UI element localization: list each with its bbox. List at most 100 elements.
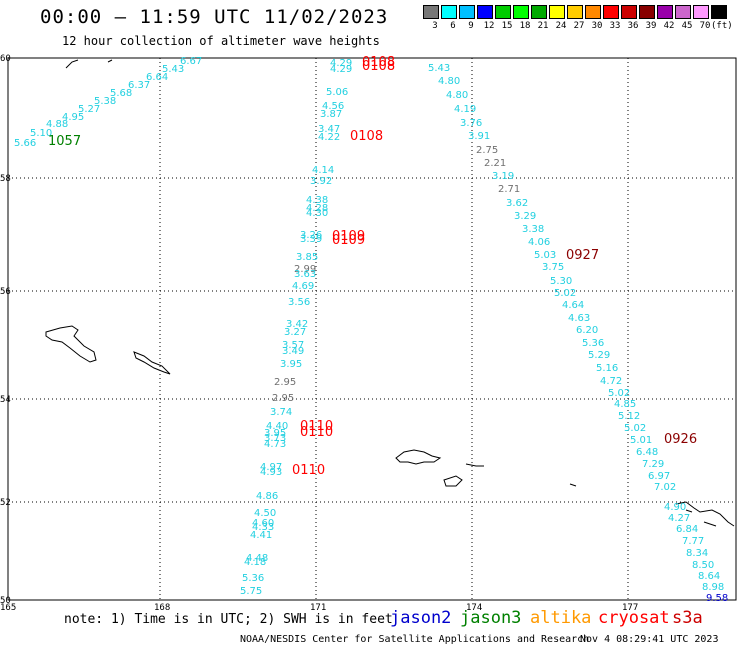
legend-label: 42: [663, 21, 675, 31]
wave-height-label: 6.37: [128, 80, 150, 91]
wave-height-label: 2.75: [476, 145, 498, 156]
wave-height-label: 5.36: [582, 338, 604, 349]
legend-swatch: [423, 5, 439, 19]
wave-height-label: 4.50: [254, 508, 276, 519]
wave-height-label: 3.75: [542, 262, 564, 273]
wave-height-label: 6.97: [648, 471, 670, 482]
wave-height-label: 3.42: [286, 319, 308, 330]
wave-height-label: 3.76: [460, 118, 482, 129]
legend-swatch: [459, 5, 475, 19]
wave-height-label: 3.91: [468, 131, 490, 142]
wave-height-label: 4.14: [312, 165, 334, 176]
wave-height-label: 4.69: [292, 281, 314, 292]
wave-height-label: 5.75: [240, 586, 262, 597]
wave-height-label: 6.20: [576, 325, 598, 336]
wave-height-label: 5.16: [596, 363, 618, 374]
lon-label-174: 174: [466, 603, 482, 613]
wave-height-label: 5.10: [30, 128, 52, 139]
legend-swatch: [711, 5, 727, 19]
legend-swatch: [495, 5, 511, 19]
axis-labels: 60 58 56 54 52 50 165 168 171 174 177: [0, 54, 638, 613]
wave-height-label: 6.84: [676, 524, 698, 535]
legend-swatch: [477, 5, 493, 19]
legend-swatch: [603, 5, 619, 19]
legend-label: 24: [555, 21, 567, 31]
graticule: [8, 58, 736, 600]
legend-label: 3: [432, 21, 438, 31]
legend-swatch: [693, 5, 709, 19]
wave-height-label: 6.64: [146, 72, 168, 83]
wave-height-label: 4.40: [266, 421, 288, 432]
island-kiska: [133, 351, 171, 375]
lon-label-171: 171: [310, 603, 326, 613]
wave-height-label: 4.93: [260, 467, 282, 478]
wave-height-label: 3.26: [300, 230, 322, 241]
wave-height-label: 2.21: [484, 158, 506, 169]
wave-height-label: 2.99: [294, 264, 316, 275]
wave-height-label: 3.47: [318, 124, 340, 135]
wave-height-label: 4.38: [306, 195, 328, 206]
lon-label-177: 177: [622, 603, 638, 613]
wave-height-label: 3.19: [492, 171, 514, 182]
lat-label-54: 54: [0, 395, 11, 405]
legend-swatch: [513, 5, 529, 19]
legend-swatch: [639, 5, 655, 19]
legend-label: 12: [483, 21, 495, 31]
wave-height-label: 4.86: [256, 491, 278, 502]
wave-height-label: 8.98: [702, 582, 724, 593]
wave-height-label: 3.62: [506, 198, 528, 209]
wave-height-label: 4.18: [244, 557, 266, 568]
wave-height-label: 3.29: [514, 211, 536, 222]
legend-swatch: [675, 5, 691, 19]
lat-label-52: 52: [0, 498, 11, 508]
legend-label: 18: [519, 21, 531, 31]
wave-height-label: 5.29: [588, 350, 610, 361]
wave-height-label: 5.68: [110, 88, 132, 99]
legend-label: 9: [468, 21, 474, 31]
wave-height-label: 7.29: [642, 459, 664, 470]
lon-label-168: 168: [154, 603, 170, 613]
sat-jason3: jason3: [460, 608, 522, 628]
lat-label-60: 60: [0, 54, 11, 64]
legend-label: (ft): [711, 21, 733, 31]
wave-height-label: 4.28: [306, 203, 328, 214]
wave-height-label: 3.87: [320, 109, 342, 120]
wave-height-label: 4.29: [330, 58, 352, 69]
pass-time-label: 1057: [48, 134, 81, 149]
legend-label: 36: [627, 21, 639, 31]
wave-height-label: 4.56: [322, 101, 344, 112]
map-title: 00:00 – 11:59 UTC 11/02/2023: [40, 6, 389, 28]
pass-time-label: 0109: [332, 229, 365, 244]
wave-height-label: 4.90: [664, 502, 686, 513]
wave-height-label: 5.66: [14, 138, 36, 149]
sat-s3a: s3a: [672, 608, 703, 628]
wave-height-label: 9.58: [706, 593, 728, 604]
wave-height-label: 4.06: [528, 237, 550, 248]
wave-height-label: 5.02: [554, 288, 576, 299]
wave-height-label: 4.63: [568, 313, 590, 324]
legend-swatch: [585, 5, 601, 19]
legend-swatch: [441, 5, 457, 19]
wave-height-label: 2.95: [272, 393, 294, 404]
wave-height-label: 4.95: [62, 112, 84, 123]
pass-time-label: 0110: [300, 419, 333, 434]
legend-label: 39: [645, 21, 657, 31]
footnote: note: 1) Time is in UTC; 2) SWH is in fe…: [64, 612, 393, 627]
wave-height-label: 4.27: [668, 513, 690, 524]
legend-label: 27: [573, 21, 585, 31]
wave-height-label: 5.06: [326, 87, 348, 98]
wave-height-label: 5.02: [608, 388, 630, 399]
wave-height-label: 6.48: [636, 447, 658, 458]
wave-height-label: 8.50: [692, 560, 714, 571]
sat-cryosat: cryosat: [598, 608, 670, 628]
wave-height-label: 6.67: [180, 56, 202, 67]
legend-label: 70: [699, 21, 711, 31]
wave-height-label: 3.92: [310, 176, 332, 187]
wave-height-label: 4.80: [446, 90, 468, 101]
wave-height-label: 4.64: [562, 300, 584, 311]
wave-height-label: 3.74: [270, 407, 292, 418]
wave-height-label: 3.85: [296, 252, 318, 263]
wave-height-label: 5.43: [162, 64, 184, 75]
coastlines: [45, 59, 735, 527]
